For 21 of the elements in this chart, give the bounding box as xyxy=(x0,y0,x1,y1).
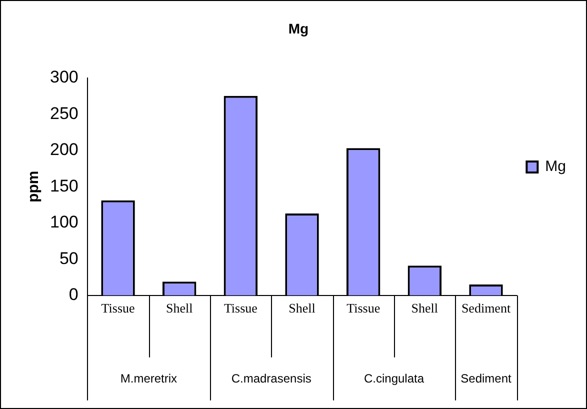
x-tick-label: Shell xyxy=(288,300,316,316)
y-tick-label: 150 xyxy=(50,176,78,196)
x-tick-label: Tissue xyxy=(346,300,380,316)
text: C.cingulata xyxy=(364,372,424,386)
x-tick-label: Shell xyxy=(166,300,194,316)
y-tick-label: 250 xyxy=(50,104,78,123)
x-tick-label: Shell xyxy=(411,300,438,316)
x-tick-label: Tissue xyxy=(224,300,258,316)
y-tick-label: 0 xyxy=(68,285,78,304)
x-tick-label: Sediment xyxy=(461,300,511,316)
y-axis-title: ppm xyxy=(25,170,42,202)
y-tick-label: 300 xyxy=(50,67,78,86)
x-tick-label: Tissue xyxy=(101,300,135,316)
text: C.madrasensis xyxy=(231,372,312,386)
text: Sediment xyxy=(460,372,512,386)
y-tick-label: 100 xyxy=(50,212,78,232)
legend-label: Mg xyxy=(545,158,566,176)
y-tick-label: 200 xyxy=(50,140,78,160)
y-tick-label: 50 xyxy=(59,248,78,268)
chart-title: Mg xyxy=(288,20,309,36)
text: M.meretrix xyxy=(120,372,178,386)
